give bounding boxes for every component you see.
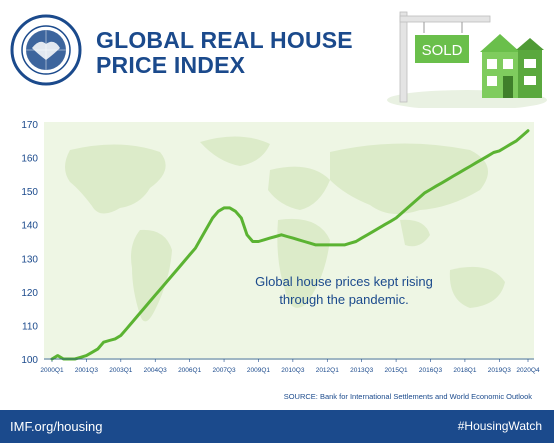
x-tick-label: 2003Q1 (109, 367, 133, 374)
sold-sign-text: SOLD (422, 42, 463, 59)
y-tick-label: 170 (21, 120, 38, 131)
y-tick-label: 130 (21, 254, 38, 265)
sign-arm (399, 15, 491, 23)
x-tick-label: 2006Q1 (178, 367, 202, 374)
title-line-2: PRICE INDEX (96, 52, 246, 78)
y-axis: 100 110 120 130 140 150 160 170 (21, 120, 38, 366)
sold-sign (413, 33, 471, 65)
annotation-line-1: Global house prices kept rising (255, 274, 433, 289)
x-tick-label: 2013Q3 (350, 367, 374, 374)
footer: IMF.org/housing #HousingWatch (0, 410, 554, 443)
series-line (50, 129, 530, 361)
x-tick-label: 2019Q3 (488, 367, 512, 374)
footer-hashtag[interactable]: #HousingWatch (457, 419, 542, 433)
y-tick-label: 100 (21, 355, 38, 366)
sign-post (399, 11, 408, 103)
sold-sign-house-illustration: SOLD (387, 11, 547, 108)
source-note: SOURCE: Bank for International Settlemen… (283, 392, 532, 401)
imf-seal-logo (10, 14, 82, 86)
x-tick-label: 2004Q3 (144, 367, 168, 374)
y-tick-label: 110 (22, 321, 38, 332)
x-tick-label: 2016Q3 (419, 367, 443, 374)
x-tick-label: 2010Q3 (281, 367, 305, 374)
x-tick-label: 2001Q3 (75, 367, 99, 374)
x-tick-label: 2009Q1 (247, 367, 271, 374)
world-map-background (65, 136, 505, 322)
y-tick-label: 140 (21, 221, 38, 232)
footer-url-link[interactable]: IMF.org/housing (10, 419, 103, 434)
house-icon (480, 34, 544, 98)
title-line-1: GLOBAL REAL HOUSE (96, 27, 353, 53)
annotation-line-2: through the pandemic. (279, 292, 408, 307)
y-tick-label: 150 (21, 187, 38, 198)
header: GLOBAL REAL HOUSE PRICE INDEX SOLD (0, 0, 554, 108)
x-tick-label: 2020Q4 (516, 367, 540, 374)
y-tick-label: 160 (21, 154, 38, 165)
x-axis: 2000Q1 2001Q3 2003Q1 2004Q3 2006Q1 2007Q3 2009… (40, 359, 540, 374)
x-tick-label: 2015Q1 (385, 367, 409, 374)
x-tick-label: 2007Q3 (212, 367, 236, 374)
x-tick-label: 2018Q1 (453, 367, 477, 374)
x-tick-label: 2000Q1 (40, 367, 64, 374)
y-tick-label: 120 (21, 288, 38, 299)
page-title: GLOBAL REAL HOUSE PRICE INDEX (96, 28, 353, 78)
x-tick-label: 2012Q1 (316, 367, 340, 374)
